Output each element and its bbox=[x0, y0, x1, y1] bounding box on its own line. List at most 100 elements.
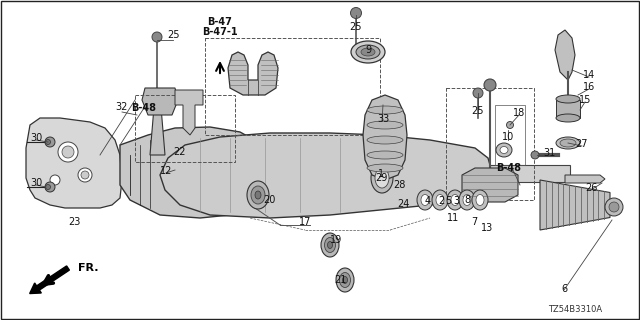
Text: 12: 12 bbox=[160, 166, 172, 176]
Text: 23: 23 bbox=[68, 217, 80, 227]
Circle shape bbox=[484, 79, 496, 91]
Text: 8: 8 bbox=[464, 195, 470, 205]
Circle shape bbox=[531, 151, 539, 159]
Circle shape bbox=[45, 140, 51, 145]
Ellipse shape bbox=[342, 276, 348, 284]
Text: 28: 28 bbox=[393, 180, 405, 190]
Text: B-48: B-48 bbox=[497, 163, 522, 173]
Text: 19: 19 bbox=[330, 235, 342, 245]
Ellipse shape bbox=[367, 106, 403, 114]
Ellipse shape bbox=[560, 139, 576, 147]
Ellipse shape bbox=[476, 195, 484, 205]
FancyArrow shape bbox=[29, 266, 69, 293]
Text: 18: 18 bbox=[513, 108, 525, 118]
Ellipse shape bbox=[463, 195, 471, 205]
Text: FR.: FR. bbox=[78, 263, 99, 273]
Text: 2: 2 bbox=[438, 196, 444, 206]
Bar bbox=[135, 95, 235, 162]
Text: 25: 25 bbox=[472, 106, 484, 116]
Ellipse shape bbox=[328, 242, 333, 249]
Ellipse shape bbox=[459, 190, 475, 210]
Polygon shape bbox=[142, 88, 178, 115]
Text: 22: 22 bbox=[173, 147, 185, 157]
Bar bbox=[446, 88, 534, 200]
Circle shape bbox=[78, 168, 92, 182]
Text: 6: 6 bbox=[561, 284, 567, 294]
Ellipse shape bbox=[367, 136, 403, 144]
Ellipse shape bbox=[432, 190, 448, 210]
Circle shape bbox=[58, 142, 78, 162]
Polygon shape bbox=[490, 165, 570, 182]
Polygon shape bbox=[160, 133, 492, 218]
Ellipse shape bbox=[367, 121, 403, 129]
Ellipse shape bbox=[371, 163, 393, 193]
Text: TZ54B3310A: TZ54B3310A bbox=[548, 306, 602, 315]
Ellipse shape bbox=[339, 273, 351, 287]
Ellipse shape bbox=[556, 114, 580, 122]
Polygon shape bbox=[565, 175, 605, 183]
Text: 3: 3 bbox=[453, 196, 459, 206]
Text: 16: 16 bbox=[583, 82, 595, 92]
Ellipse shape bbox=[472, 190, 488, 210]
Text: 1: 1 bbox=[378, 169, 384, 179]
Text: 30: 30 bbox=[30, 133, 42, 143]
Ellipse shape bbox=[247, 181, 269, 209]
Polygon shape bbox=[120, 127, 265, 218]
Text: 25: 25 bbox=[167, 30, 179, 40]
Ellipse shape bbox=[367, 164, 403, 172]
Ellipse shape bbox=[351, 41, 385, 63]
Circle shape bbox=[609, 202, 619, 212]
Polygon shape bbox=[540, 180, 610, 230]
Text: 10: 10 bbox=[502, 132, 514, 142]
Polygon shape bbox=[150, 95, 165, 155]
Circle shape bbox=[50, 175, 60, 185]
Text: 21: 21 bbox=[334, 275, 346, 285]
Circle shape bbox=[605, 198, 623, 216]
Text: 13: 13 bbox=[481, 223, 493, 233]
Text: 25: 25 bbox=[349, 22, 362, 32]
Bar bbox=[495, 105, 525, 165]
Ellipse shape bbox=[251, 186, 265, 204]
Ellipse shape bbox=[375, 168, 389, 188]
Ellipse shape bbox=[336, 268, 354, 292]
Text: 24: 24 bbox=[397, 199, 409, 209]
Bar bbox=[205, 38, 380, 135]
Circle shape bbox=[473, 88, 483, 98]
Ellipse shape bbox=[556, 137, 580, 149]
Polygon shape bbox=[26, 118, 122, 208]
Ellipse shape bbox=[255, 191, 261, 199]
Ellipse shape bbox=[367, 151, 403, 159]
Circle shape bbox=[45, 185, 51, 189]
Polygon shape bbox=[555, 30, 575, 80]
Ellipse shape bbox=[436, 195, 444, 205]
Text: 31: 31 bbox=[543, 148, 555, 158]
Ellipse shape bbox=[496, 143, 512, 157]
Ellipse shape bbox=[321, 233, 339, 257]
Circle shape bbox=[351, 7, 362, 19]
Text: 7: 7 bbox=[471, 217, 477, 227]
Ellipse shape bbox=[500, 147, 508, 154]
Ellipse shape bbox=[324, 237, 335, 252]
Circle shape bbox=[62, 146, 74, 158]
Circle shape bbox=[45, 137, 55, 147]
Text: 11: 11 bbox=[447, 213, 459, 223]
Text: 20: 20 bbox=[263, 195, 275, 205]
Ellipse shape bbox=[421, 195, 429, 205]
Text: B-47: B-47 bbox=[207, 17, 232, 27]
Text: B-47-1: B-47-1 bbox=[202, 27, 238, 37]
Text: 9: 9 bbox=[365, 45, 371, 55]
Text: 15: 15 bbox=[579, 95, 591, 105]
Circle shape bbox=[152, 32, 162, 42]
Text: 29: 29 bbox=[375, 173, 387, 183]
Polygon shape bbox=[363, 95, 407, 180]
Ellipse shape bbox=[447, 190, 463, 210]
Text: 17: 17 bbox=[299, 217, 311, 227]
Polygon shape bbox=[175, 90, 203, 135]
Ellipse shape bbox=[361, 48, 375, 56]
Polygon shape bbox=[462, 168, 518, 202]
Ellipse shape bbox=[556, 95, 580, 103]
Polygon shape bbox=[228, 52, 278, 95]
Text: 4: 4 bbox=[425, 196, 431, 206]
Ellipse shape bbox=[451, 195, 459, 205]
Polygon shape bbox=[556, 100, 580, 118]
